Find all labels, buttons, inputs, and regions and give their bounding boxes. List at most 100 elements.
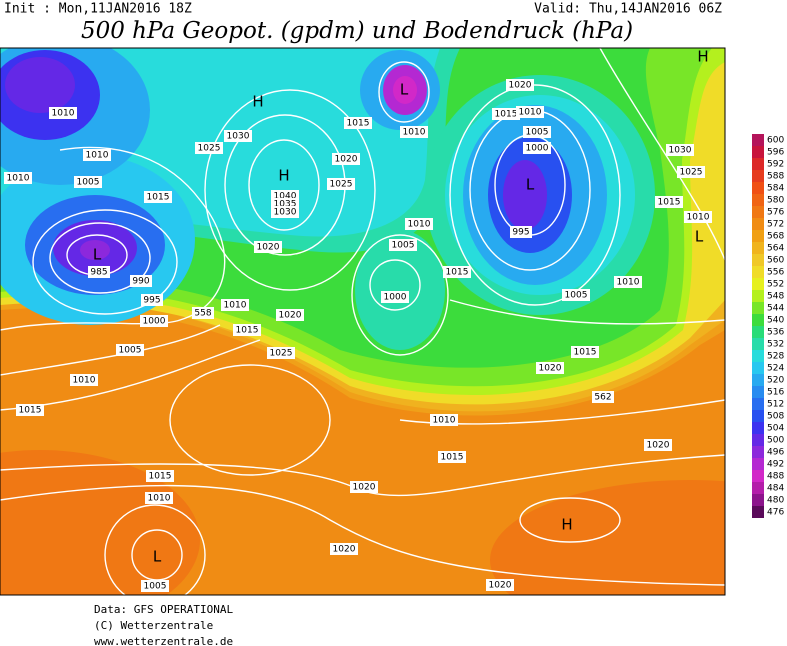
colorbar-cell [752, 434, 764, 446]
colorbar-cell [752, 422, 764, 434]
colorbar-label: 548 [767, 292, 784, 302]
colorbar: 600 596 592 588 584 580 576 572 568 564 560 556 552 5… [752, 134, 784, 518]
label-box [49, 107, 77, 119]
isobar-label: 1020 [353, 483, 376, 493]
label-box [684, 211, 712, 223]
label-box [389, 239, 417, 251]
valid-time: Valid: Thu,14JAN2016 06Z [534, 2, 722, 17]
label-box [381, 291, 409, 303]
label-box [666, 144, 694, 156]
isobar-label: 1010 [617, 278, 640, 288]
colorbar-label: 476 [767, 508, 784, 518]
label-box [144, 191, 172, 203]
colorbar-label: 556 [767, 268, 784, 278]
label-box [327, 178, 355, 190]
pressure-center: H [278, 167, 289, 185]
pressure-center: L [153, 548, 162, 566]
isobar-label: 562 [594, 393, 611, 403]
label-box [614, 276, 642, 288]
isobar-label: 1020 [333, 545, 356, 555]
pressure-center: H [561, 516, 572, 534]
colorbar-cell [752, 350, 764, 362]
label-box [438, 451, 466, 463]
label-box [221, 299, 249, 311]
isobar-label: 1015 [147, 193, 170, 203]
isobar-label: 1010 [408, 220, 431, 230]
pressure-center: L [695, 228, 704, 246]
colorbar-cell [752, 170, 764, 182]
isobar-label: 1005 [77, 178, 100, 188]
label-box [492, 108, 520, 120]
colorbar-label: 536 [767, 328, 784, 338]
label-box [644, 439, 672, 451]
colorbar-cell [752, 242, 764, 254]
footer-line: Data: GFS OPERATIONAL [94, 603, 233, 616]
colorbar-cell [752, 362, 764, 374]
colorbar-label: 600 [767, 136, 784, 146]
label-box [486, 579, 514, 591]
label-box [332, 153, 360, 165]
colorbar-cell [752, 290, 764, 302]
isobar-label: 1010 [433, 416, 456, 426]
label-box [141, 580, 169, 592]
isobar-label: 1030 [274, 208, 297, 218]
isobar-label: 1015 [658, 198, 681, 208]
colorbar-label: 580 [767, 196, 784, 206]
isobar-label: 990 [132, 277, 149, 287]
isobar-label: 1025 [330, 180, 353, 190]
colorbar-label: 568 [767, 232, 784, 242]
colorbar-label: 500 [767, 436, 784, 446]
colorbar-cell [752, 458, 764, 470]
label-box [330, 543, 358, 555]
pressure-center: L [400, 81, 409, 99]
isobar-label: 1015 [19, 406, 42, 416]
colorbar-cell [752, 494, 764, 506]
colorbar-label: 576 [767, 208, 784, 218]
isobar-label: 1005 [565, 291, 588, 301]
label-box [400, 126, 428, 138]
isobar-label: 1040 [274, 192, 297, 202]
colorbar-label: 512 [767, 400, 784, 410]
isobar-label: 1020 [257, 243, 280, 253]
isobar-label: 1020 [509, 81, 532, 91]
isobar-label: 1010 [403, 128, 426, 138]
isobar-label: 1020 [335, 155, 358, 165]
colorbar-label: 528 [767, 352, 784, 362]
footer-line: (C) Wetterzentrale [94, 619, 213, 632]
label-box [83, 149, 111, 161]
isobar-label: 1015 [236, 326, 259, 336]
colorbar-cell [752, 158, 764, 170]
colorbar-label: 532 [767, 340, 784, 350]
colorbar-cell [752, 470, 764, 482]
label-box [592, 391, 614, 403]
colorbar-cell [752, 386, 764, 398]
label-box [562, 289, 590, 301]
label-box [267, 347, 295, 359]
label-box [192, 307, 214, 319]
colorbar-label: 540 [767, 316, 784, 326]
colorbar-cell [752, 338, 764, 350]
isobar-label: 1010 [687, 213, 710, 223]
isobar-label: 1030 [227, 132, 250, 142]
colorbar-cell [752, 146, 764, 158]
isobar-label: 1015 [495, 110, 518, 120]
pressure-center: H [697, 48, 708, 66]
isobar-label: 1020 [279, 311, 302, 321]
isobar-label: 1030 [669, 146, 692, 156]
colorbar-label: 480 [767, 496, 784, 506]
isobar-label: 1005 [526, 128, 549, 138]
isobar-label: 1005 [119, 346, 142, 356]
label-box [145, 492, 173, 504]
label-box [510, 226, 532, 238]
colorbar-label: 488 [767, 472, 784, 482]
isobar-label: 1015 [441, 453, 464, 463]
label-box [16, 404, 44, 416]
pressure-center: H [252, 93, 263, 111]
isobar-label: 1010 [7, 174, 30, 184]
isobar-label: 558 [194, 309, 211, 319]
map-title: 500 hPa Geopot. (gpdm) und Bodendruck (h… [81, 18, 633, 44]
colorbar-label: 552 [767, 280, 784, 290]
label-box [254, 241, 282, 253]
isobar-label: 1000 [384, 293, 407, 303]
label-box [74, 176, 102, 188]
